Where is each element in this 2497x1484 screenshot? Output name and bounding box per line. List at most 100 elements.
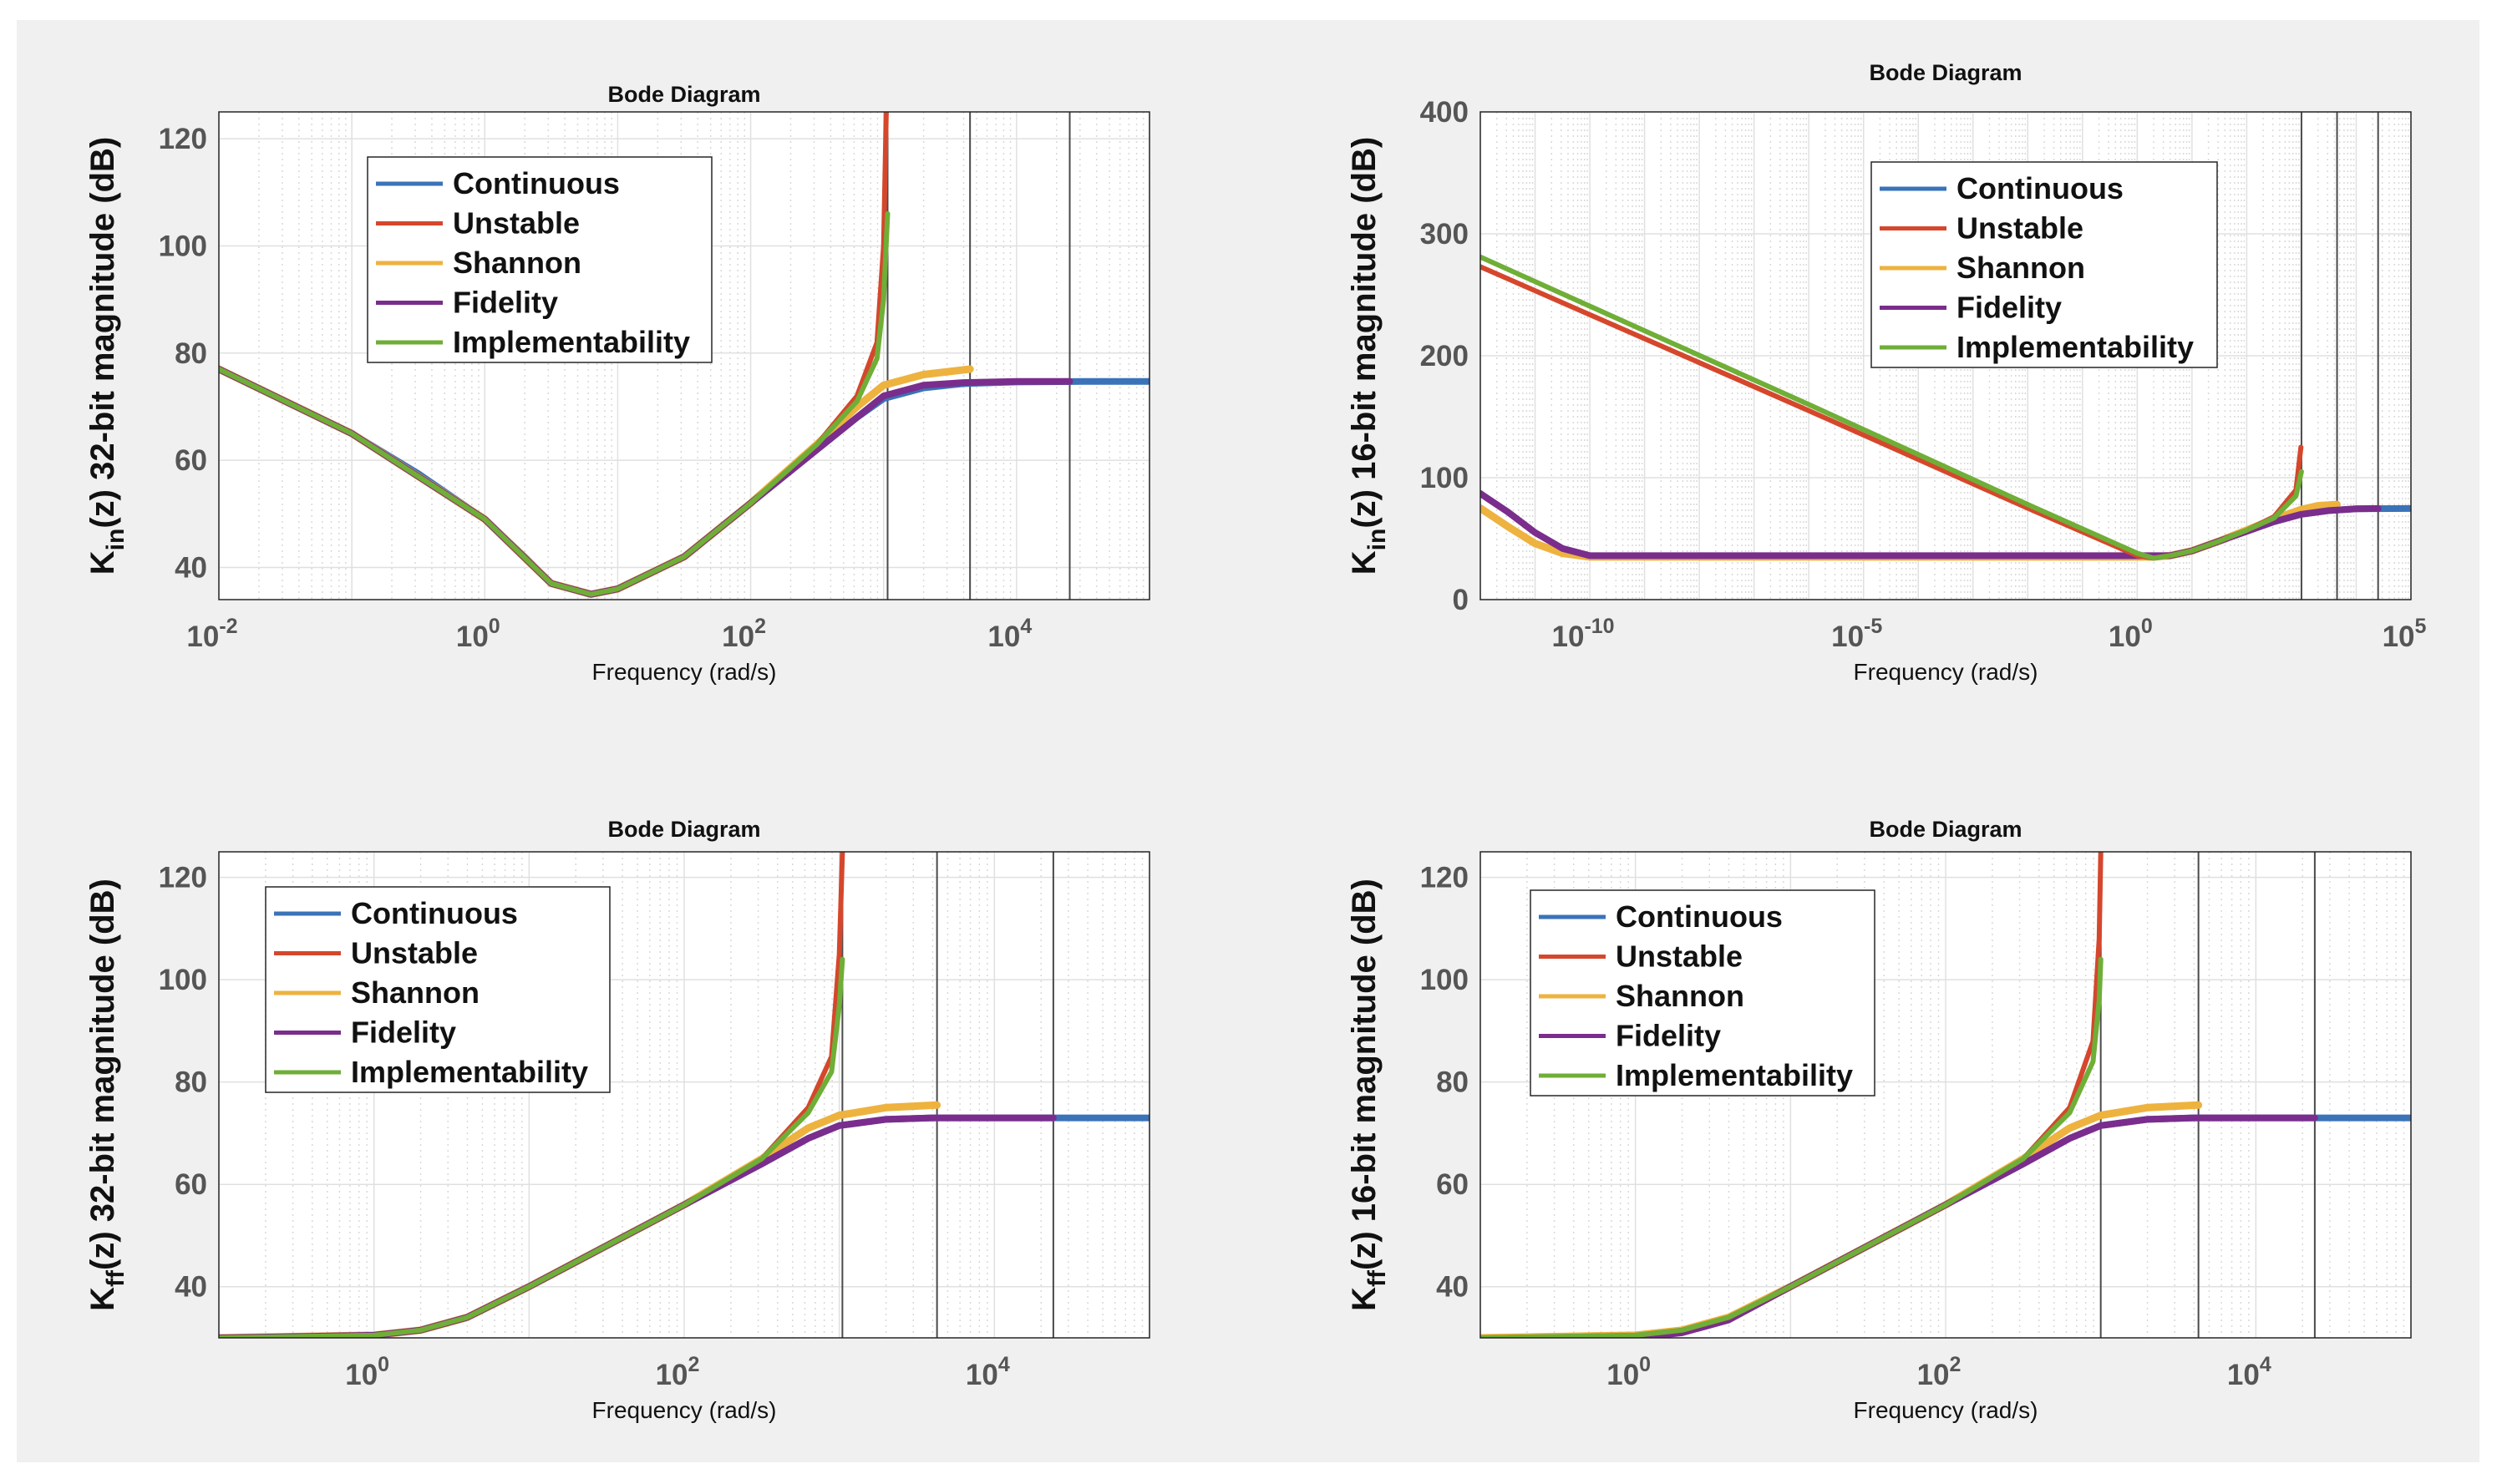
y-tick-label: 100 — [1420, 462, 1469, 494]
legend: Continuous Unstable Shannon Fidelity Impleme… — [367, 156, 713, 363]
x-axis-label: Frequency (rad/s) — [592, 1397, 777, 1423]
x-tick-exponent: 0 — [2141, 615, 2153, 638]
legend-label: Fidelity — [351, 1016, 456, 1050]
x-tick-exponent: 0 — [1639, 1353, 1651, 1376]
x-tick-label: 102 — [722, 615, 766, 653]
legend: Continuous Unstable Shannon Fidelity Impleme… — [1530, 889, 1875, 1097]
y-tick-label: 40 — [1436, 1271, 1469, 1304]
y-tick-label: 300 — [1420, 218, 1469, 251]
series-implementability — [1480, 956, 2104, 1338]
legend-label: Continuous — [1956, 171, 2124, 205]
y-tick-label: 60 — [175, 1168, 207, 1201]
y-tick-label: 40 — [175, 1271, 207, 1304]
chart-title: Bode Diagram — [607, 817, 760, 842]
legend-box — [1870, 161, 2218, 368]
y-tick-label: 100 — [159, 964, 207, 996]
legend-label: Fidelity — [453, 286, 558, 320]
legend-label: Unstable — [1956, 211, 2083, 246]
y-tick-label: 60 — [1436, 1168, 1469, 1201]
axes-frame — [218, 111, 1150, 600]
legend-box — [265, 886, 611, 1093]
legend-label: Fidelity — [1956, 291, 2062, 325]
x-tick-label: 104 — [966, 1353, 1010, 1391]
x-tick-label: 100 — [2109, 615, 2153, 653]
x-tick-label: 10-2 — [186, 615, 237, 653]
y-axis-label: Kin(z) 16-bit magnitude (dB) — [1346, 137, 1391, 575]
y-tick-label: 80 — [175, 337, 207, 370]
x-tick-exponent: 0 — [378, 1353, 389, 1376]
legend-label: Shannon — [351, 975, 480, 1010]
y-tick-label: 100 — [159, 230, 207, 262]
axes-frame — [1479, 111, 2412, 600]
x-tick-label: 100 — [456, 615, 500, 653]
y-tick-label: 120 — [1420, 862, 1469, 894]
chart-title: Bode Diagram — [607, 82, 760, 107]
legend-box — [1530, 889, 1875, 1097]
x-tick-label: 100 — [345, 1353, 389, 1391]
legend-label: Continuous — [351, 896, 518, 930]
series-implementability — [1480, 254, 2304, 561]
x-axis-label: Frequency (rad/s) — [1854, 659, 2038, 685]
x-tick-label: 102 — [1917, 1353, 1962, 1391]
y-tick-label: 120 — [159, 862, 207, 894]
x-tick-label: 102 — [656, 1353, 700, 1391]
x-tick-exponent: -10 — [1584, 615, 1614, 638]
x-tick-exponent: -2 — [219, 615, 237, 638]
y-tick-label: 40 — [175, 551, 207, 584]
x-tick-exponent: 2 — [754, 615, 766, 638]
x-tick-exponent: 2 — [688, 1353, 700, 1376]
axes-frame — [1479, 851, 2412, 1339]
y-tick-label: 100 — [1420, 964, 1469, 996]
x-axis-label: Frequency (rad/s) — [1854, 1397, 2038, 1423]
legend-label: Implementability — [351, 1055, 588, 1089]
x-tick-label: 105 — [2383, 615, 2427, 653]
legend-box — [367, 156, 713, 363]
y-tick-label: 80 — [1436, 1066, 1469, 1099]
x-tick-exponent: 5 — [2415, 615, 2427, 638]
legend-label: Implementability — [1956, 330, 2194, 364]
legend-label: Unstable — [351, 936, 478, 970]
legend-label: Implementability — [1616, 1058, 1853, 1092]
legend-label: Continuous — [453, 166, 620, 200]
series-implementability — [219, 210, 891, 597]
legend-label: Shannon — [1956, 251, 2085, 285]
legend-label: Unstable — [453, 206, 580, 241]
legend-label: Unstable — [1616, 940, 1743, 974]
x-tick-label: 104 — [987, 615, 1032, 653]
chart-title: Bode Diagram — [1869, 817, 2022, 842]
y-tick-label: 0 — [1453, 584, 1469, 616]
legend-label: Fidelity — [1616, 1019, 1721, 1053]
x-tick-exponent: 4 — [1020, 615, 1032, 638]
y-tick-label: 400 — [1420, 96, 1469, 129]
legend-label: Shannon — [453, 246, 581, 280]
legend-label: Shannon — [1616, 979, 1744, 1013]
x-tick-label: 10-10 — [1552, 615, 1615, 653]
legend-label: Continuous — [1616, 899, 1783, 934]
x-tick-exponent: 2 — [1950, 1353, 1962, 1376]
x-tick-exponent: 4 — [998, 1353, 1010, 1376]
y-tick-label: 120 — [159, 123, 207, 155]
y-tick-label: 200 — [1420, 340, 1469, 372]
y-axis-label: Kff(z) 16-bit magnitude (dB) — [1346, 879, 1391, 1311]
legend: Continuous Unstable Shannon Fidelity Impleme… — [265, 886, 611, 1093]
x-tick-label: 104 — [2227, 1353, 2271, 1391]
x-tick-exponent: 4 — [2260, 1353, 2271, 1376]
x-tick-label: 10-5 — [1831, 615, 1882, 653]
y-tick-label: 60 — [175, 444, 207, 477]
x-tick-exponent: -5 — [1864, 615, 1882, 638]
x-axis-label: Frequency (rad/s) — [592, 659, 777, 685]
y-axis-label: Kff(z) 32-bit magnitude (dB) — [84, 879, 129, 1311]
axes-frame — [218, 851, 1150, 1339]
series-implementability — [219, 956, 845, 1338]
x-tick-label: 100 — [1606, 1353, 1651, 1391]
y-axis-label: Kin(z) 32-bit magnitude (dB) — [84, 137, 129, 575]
legend-label: Implementability — [453, 325, 690, 359]
y-tick-label: 80 — [175, 1066, 207, 1099]
x-tick-exponent: 0 — [489, 615, 500, 638]
chart-title: Bode Diagram — [1869, 60, 2022, 85]
